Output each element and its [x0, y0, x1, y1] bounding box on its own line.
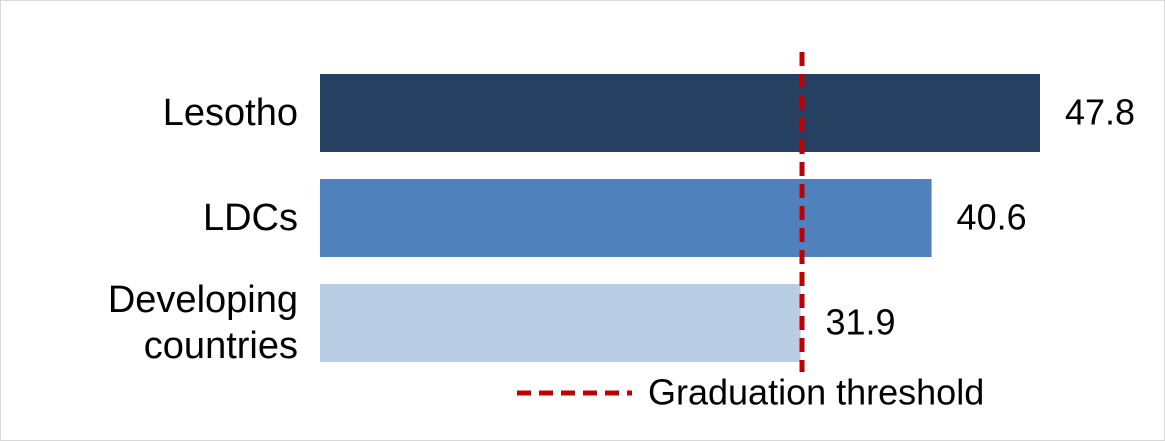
category-label: LDCs [202, 197, 298, 239]
category-label: Developing countries [107, 279, 298, 367]
legend-label: Graduation threshold [648, 372, 984, 413]
value-label: 40.6 [957, 197, 1027, 238]
value-label: 31.9 [826, 302, 896, 343]
bar [320, 74, 1040, 152]
category-label: Lesotho [162, 92, 298, 134]
bar [320, 284, 801, 362]
value-label: 47.8 [1065, 92, 1135, 133]
bar [320, 179, 932, 257]
